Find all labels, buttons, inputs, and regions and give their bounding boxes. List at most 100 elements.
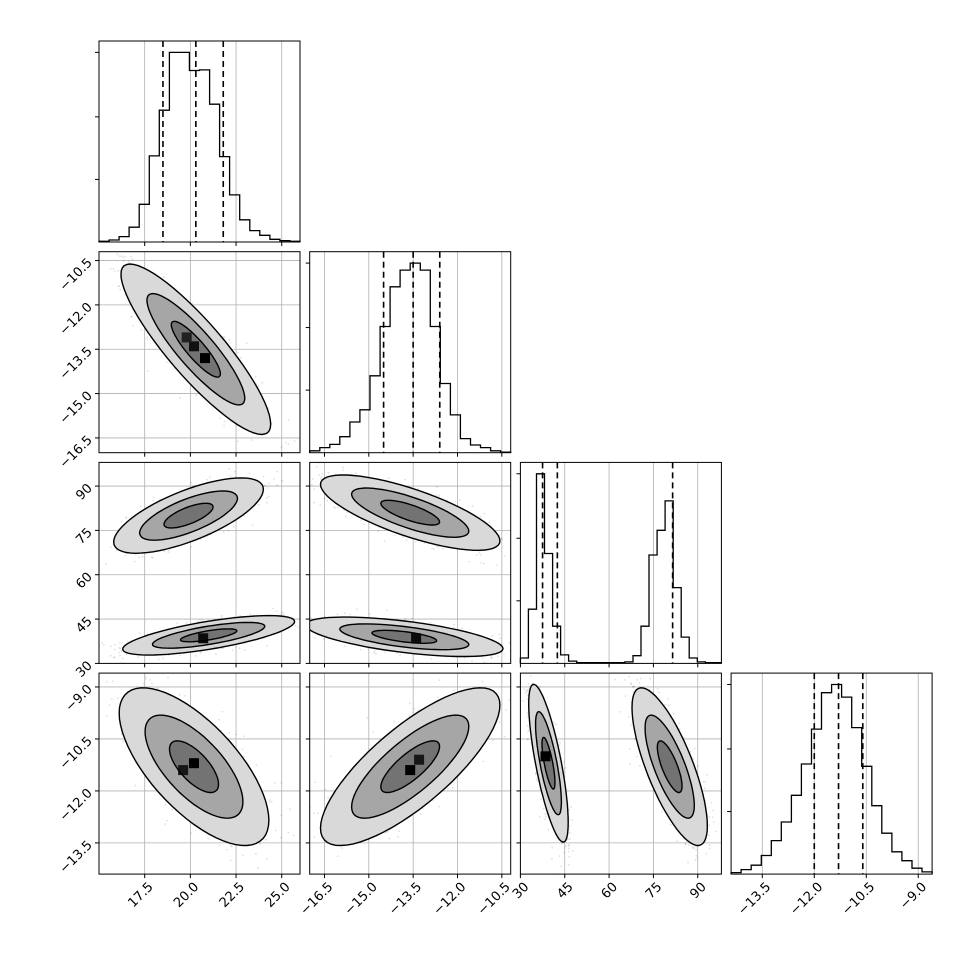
- sample-point: [436, 486, 438, 488]
- sample-point: [229, 475, 232, 478]
- y-tick-label: −12.0: [57, 300, 96, 339]
- sample-point: [343, 509, 346, 512]
- sample-point: [405, 539, 408, 542]
- sample-point: [138, 632, 141, 634]
- sample-point: [478, 551, 481, 554]
- x-tick-label: −10.5: [839, 880, 878, 919]
- sample-point: [163, 276, 165, 279]
- histogram-panel: [305, 251, 512, 457]
- sample-point: [404, 478, 406, 481]
- contour-line: [112, 477, 265, 555]
- density-cell: [198, 633, 209, 644]
- sample-point: [120, 520, 123, 523]
- sample-point: [137, 656, 140, 658]
- contour-line: [146, 292, 246, 406]
- sample-point: [133, 560, 136, 563]
- x-tick-label: −12.0: [787, 880, 826, 919]
- sample-point: [220, 616, 223, 619]
- sample-point: [311, 483, 313, 486]
- y-tick-label: −15.0: [57, 389, 96, 428]
- sample-point: [245, 342, 248, 344]
- sample-point: [264, 484, 267, 487]
- sample-point: [112, 656, 115, 659]
- sample-point: [104, 563, 107, 565]
- sample-point: [139, 505, 142, 507]
- sample-point: [215, 653, 217, 655]
- sample-point: [251, 524, 254, 526]
- sample-point: [130, 315, 133, 318]
- sample-point: [126, 640, 129, 643]
- sample-point: [436, 545, 439, 548]
- histogram-step: [309, 262, 512, 453]
- y-tick-label: 60: [73, 570, 95, 592]
- sample-point: [458, 499, 461, 501]
- x-tick-label: −13.5: [735, 880, 774, 919]
- sample-point: [360, 519, 363, 521]
- y-tick-label: −16.5: [57, 433, 96, 472]
- sample-point: [113, 270, 116, 273]
- sample-point: [222, 335, 225, 338]
- sample-point: [301, 485, 303, 487]
- sample-point: [122, 259, 125, 262]
- sample-point: [280, 446, 283, 448]
- sample-point: [417, 487, 420, 490]
- sample-point: [117, 285, 120, 287]
- sample-point: [468, 560, 471, 563]
- sample-point: [266, 644, 268, 647]
- sample-point: [234, 470, 236, 473]
- histogram-step: [730, 683, 933, 875]
- contour-line: [120, 263, 272, 436]
- sample-point: [312, 501, 315, 504]
- histogram-step: [98, 51, 301, 242]
- sample-point: [113, 648, 116, 651]
- histogram-panel: [95, 40, 301, 246]
- sample-point: [530, 546, 532, 548]
- sample-point: [89, 544, 91, 546]
- sample-point: [122, 256, 125, 259]
- sample-point: [249, 613, 252, 616]
- contour-line: [163, 502, 214, 529]
- sample-point: [119, 288, 122, 291]
- sample-point: [388, 477, 390, 479]
- sample-point: [475, 554, 478, 556]
- y-tick-label: 90: [73, 481, 95, 503]
- sample-point: [130, 316, 133, 318]
- sample-point: [96, 284, 98, 286]
- sample-point: [118, 255, 121, 258]
- sample-point: [272, 607, 275, 610]
- sample-point: [146, 336, 149, 339]
- sample-point: [220, 615, 223, 617]
- sample-point: [125, 516, 128, 518]
- sample-point: [294, 624, 297, 627]
- sample-point: [223, 336, 226, 339]
- sample-point: [346, 511, 348, 514]
- sample-point: [293, 440, 296, 442]
- sample-point: [431, 548, 433, 550]
- contour-line: [170, 320, 222, 378]
- sample-point: [109, 267, 112, 270]
- sample-point: [147, 370, 150, 373]
- sample-point: [287, 443, 290, 446]
- sample-point: [141, 555, 144, 558]
- sample-point: [131, 258, 134, 260]
- sample-point: [167, 551, 170, 553]
- sample-point: [296, 473, 298, 475]
- panel-frame: [519, 461, 722, 664]
- sample-point: [267, 495, 270, 498]
- sample-point: [121, 255, 123, 258]
- sample-point: [109, 546, 112, 549]
- sample-point: [254, 375, 257, 378]
- contour-line: [138, 490, 239, 541]
- sample-point: [173, 368, 176, 370]
- sample-point: [266, 487, 269, 489]
- sample-point: [185, 622, 188, 624]
- sample-point: [287, 418, 290, 421]
- sample-point: [132, 325, 134, 327]
- sample-point: [93, 546, 95, 548]
- sample-point: [265, 496, 268, 499]
- sample-point: [503, 555, 506, 558]
- sample-point: [471, 505, 474, 507]
- sample-point: [479, 562, 482, 564]
- sample-point: [435, 494, 437, 496]
- sample-point: [248, 472, 251, 475]
